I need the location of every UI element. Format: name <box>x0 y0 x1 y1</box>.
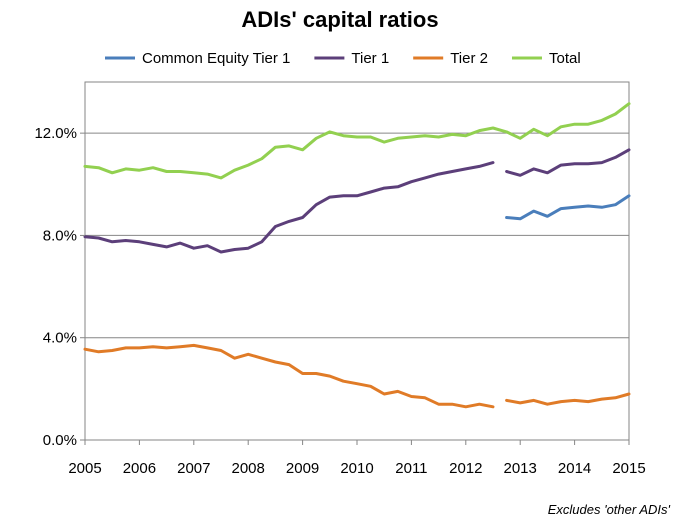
legend-label: Common Equity Tier 1 <box>142 50 290 67</box>
legend-item-total: Total <box>511 50 581 67</box>
series-line-common-equity-tier-1 <box>505 194 631 221</box>
legend: Common Equity Tier 1 Tier 1 Tier 2 Total <box>105 50 581 67</box>
legend-label: Tier 2 <box>450 50 488 67</box>
x-axis: 2005 2006 2007 2008 2009 2010 2011 2012 2013 2014… <box>68 440 646 477</box>
legend-item-tier-1: Tier 1 <box>314 50 389 67</box>
y-axis: 0.0% 4.0% 8.0% 12.0% <box>34 125 85 449</box>
x-tick-label: 2009 <box>286 460 319 477</box>
y-tick-label: 0.0% <box>43 432 77 449</box>
legend-label: Total <box>549 50 581 67</box>
legend-label: Tier 1 <box>351 50 389 67</box>
series-line-tier-2 <box>505 392 631 406</box>
legend-item-common-equity-tier-1: Common Equity Tier 1 <box>105 50 290 67</box>
y-tick-label: 4.0% <box>43 330 77 347</box>
y-tick-label: 12.0% <box>34 125 77 142</box>
x-tick-label: 2008 <box>232 460 265 477</box>
x-tick-label: 2015 <box>612 460 645 477</box>
grid <box>85 132 629 339</box>
chart-title: ADIs' capital ratios <box>241 7 438 32</box>
series-line-total <box>83 102 631 180</box>
series-line-tier-2 <box>83 343 495 409</box>
y-tick-label: 8.0% <box>43 227 77 244</box>
series-line-tier-1 <box>505 148 631 177</box>
x-tick-label: 2010 <box>340 460 373 477</box>
series-group <box>83 102 631 409</box>
series-line-tier-1 <box>83 161 495 254</box>
x-tick-label: 2006 <box>123 460 156 477</box>
x-tick-label: 2007 <box>177 460 210 477</box>
legend-item-tier-2: Tier 2 <box>413 50 488 67</box>
x-tick-label: 2013 <box>504 460 537 477</box>
chart-note: Excludes 'other ADIs' <box>548 502 671 517</box>
x-tick-label: 2014 <box>558 460 591 477</box>
x-tick-label: 2012 <box>449 460 482 477</box>
x-tick-label: 2011 <box>395 460 427 477</box>
x-tick-label: 2005 <box>68 460 101 477</box>
